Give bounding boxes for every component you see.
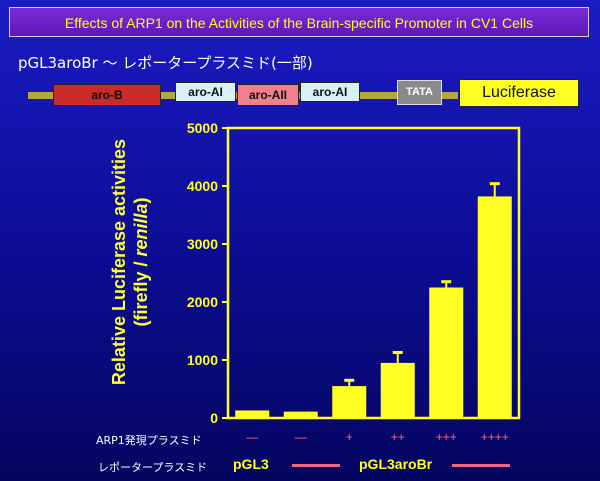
arp1-value: +++ (435, 430, 457, 444)
y-tick-label: 1000 (187, 352, 218, 368)
bar (429, 287, 464, 418)
y-axis-label: Relative Luciferase activities (firefly … (108, 132, 152, 392)
bar (477, 196, 512, 418)
element-aro-ai-2: aro-AI (300, 82, 360, 102)
bar (380, 362, 415, 418)
arp1-value: ++++ (480, 430, 509, 444)
slide-title: Effects of ARP1 on the Activities of the… (9, 7, 589, 37)
bar (235, 410, 270, 418)
element-tata: TATA (397, 80, 442, 105)
plot-frame (226, 126, 521, 420)
arp1-value: ++ (390, 430, 405, 444)
bar (283, 411, 318, 418)
element-aro-ai-1: aro-AI (175, 82, 236, 102)
arp1-row-label: ARP1発現プラスミド (96, 434, 202, 447)
reporter-pgl3-label: pGL3 (233, 456, 269, 472)
reporter-bracket-left (292, 464, 340, 467)
element-aro-b: aro-B (53, 84, 161, 106)
y-axis-label-part-b: renilla (131, 203, 151, 257)
reporter-pgl3arobr-label: pGL3aroBr (359, 456, 433, 472)
bar (332, 386, 367, 418)
y-axis-label-part-c: ) (131, 197, 151, 204)
y-tick-label: 3000 (187, 236, 218, 252)
reporter-bracket-right (452, 464, 510, 467)
y-tick-label: 4000 (187, 178, 218, 194)
element-luciferase: Luciferase (459, 79, 579, 107)
arp1-value: — (294, 430, 307, 444)
arp1-value: — (246, 430, 259, 444)
reporter-row-label: レポータープラスミド (98, 461, 208, 474)
y-tick-label: 5000 (187, 120, 218, 136)
y-axis-label-part-a: (firefly / (131, 256, 151, 327)
y-tick-label: 2000 (187, 294, 218, 310)
element-aro-aii: aro-AII (237, 84, 299, 106)
y-tick-label: 0 (210, 410, 218, 426)
construct-label: pGL3aroBr 〜 レポータープラスミド(一部) (18, 54, 313, 72)
y-axis-label-line1: Relative Luciferase activities (109, 138, 129, 386)
arp1-value: + (345, 430, 353, 444)
y-axis-label-line2: (firefly / renilla) (130, 132, 152, 392)
